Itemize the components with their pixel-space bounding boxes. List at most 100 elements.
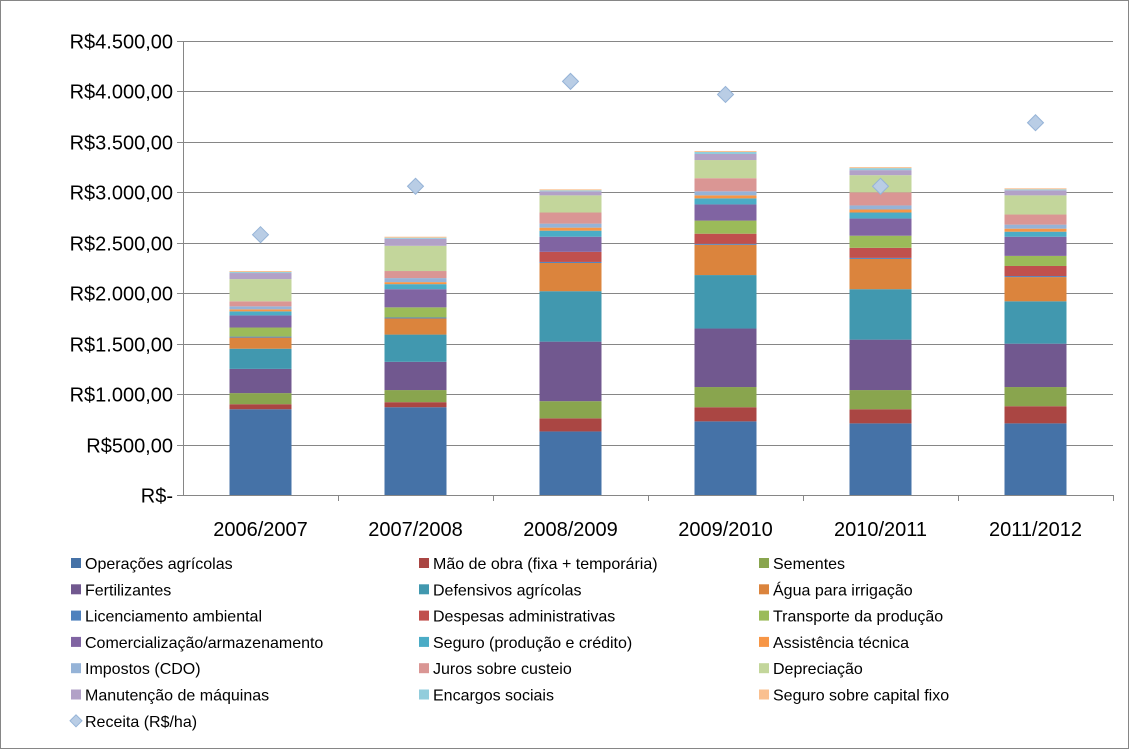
bar-segment [1004, 236, 1067, 256]
bar-segment [539, 261, 602, 263]
bar-segment [384, 390, 447, 403]
y-tick-label: R$2.500,00 [70, 234, 173, 256]
bar-segment [1004, 188, 1067, 190]
bar-segment [1004, 277, 1067, 302]
legend-swatch [419, 689, 429, 700]
bar-segment [229, 309, 292, 312]
bar-segment [229, 348, 292, 369]
receita-markers [251, 72, 1045, 244]
bar-segment [539, 236, 602, 252]
x-tick-label: 2006/2007 [213, 519, 308, 541]
bar-segment [229, 393, 292, 405]
bar-segment [539, 262, 602, 292]
legend-label: Mão de obra (fixa + temporária) [433, 556, 658, 573]
bar-segment [539, 190, 602, 192]
x-tick-label: 2010/2011 [834, 519, 927, 541]
bar-segment [384, 318, 447, 335]
legend-swatch [71, 636, 81, 647]
bar-segment [229, 327, 292, 337]
bar-segment [1004, 190, 1067, 196]
receita-marker [716, 85, 735, 104]
bar-segment [229, 404, 292, 410]
bar-segment [849, 235, 912, 248]
bar-segment [539, 227, 602, 231]
bar-segment [849, 167, 912, 169]
bar-segment [229, 336, 292, 338]
bar-segment [229, 311, 292, 316]
bar-segment [539, 223, 602, 228]
bar-segment [694, 178, 757, 192]
legend-label: Transporte da produção [773, 609, 943, 626]
bar-segment [1004, 228, 1067, 232]
legend-label: Encargos sociais [433, 688, 554, 705]
bar-segment [384, 245, 447, 272]
bar-segment [849, 192, 912, 206]
bar-segment [694, 243, 757, 245]
bar-segment [539, 195, 602, 213]
bar-segment [849, 247, 912, 258]
bar-segment [384, 278, 447, 283]
bar-segment [694, 204, 757, 221]
legend-label: Depreciação [773, 661, 863, 678]
legend-swatch [71, 584, 81, 595]
bar-segment [384, 282, 447, 285]
legend-label: Comercialização/armazenamento [85, 635, 323, 652]
legend-label: Defensivos agrícolas [433, 582, 582, 599]
bar-segment [229, 279, 292, 302]
bar-segment [694, 150, 757, 152]
receita-marker [561, 72, 580, 91]
y-tick-label: R$1.500,00 [70, 335, 173, 357]
bar-segment [694, 328, 757, 388]
legend-label: Seguro (produção e crédito) [433, 635, 632, 652]
receita-marker [251, 225, 270, 244]
legend-swatch [419, 584, 429, 595]
bar-segment [229, 315, 292, 328]
bar-segment [384, 289, 447, 308]
bar-segment [1004, 231, 1067, 237]
bar-segment [849, 423, 912, 495]
bar-segment [384, 317, 447, 319]
legend-label: Despesas administrativas [433, 609, 615, 626]
bar-segment [1004, 343, 1067, 388]
bar-segment [694, 191, 757, 196]
legend-label: Assistência técnica [773, 635, 909, 652]
legend-swatch [759, 636, 769, 647]
legend-label: Seguro sobre capital fixo [773, 688, 949, 705]
legend-swatch [419, 610, 429, 621]
y-tick-label: R$- [141, 486, 173, 508]
y-tick-label: R$3.000,00 [70, 183, 173, 205]
bar-segment [849, 168, 912, 171]
bar-segment [384, 271, 447, 279]
bar-segment [384, 284, 447, 290]
bar-segment [849, 205, 912, 210]
bar-segment [229, 272, 292, 274]
bar-segment [229, 409, 292, 495]
legend-label: Juros sobre custeio [433, 661, 572, 678]
bar-segment [694, 160, 757, 179]
bar-segment [384, 238, 447, 246]
bar-segment [694, 220, 757, 234]
legend-swatch [71, 610, 81, 621]
y-tick-label: R$4.500,00 [70, 32, 173, 54]
legend-swatch [759, 610, 769, 621]
bar-segment [539, 212, 602, 224]
bar-segment [229, 273, 292, 280]
bar-segment [384, 236, 447, 238]
bar-segment [1004, 265, 1067, 277]
bar-segment [384, 407, 447, 495]
legend-swatch [71, 663, 81, 674]
bar-segment [1004, 214, 1067, 225]
legend-label: Licenciamento ambiental [85, 609, 262, 626]
x-tick-label: 2011/2012 [989, 519, 1082, 541]
y-tick-label: R$1.000,00 [70, 385, 173, 407]
bar-segment [694, 387, 757, 408]
bar-segment [1004, 189, 1067, 191]
bar-segment [539, 291, 602, 342]
bar-segment [849, 258, 912, 290]
bar-segment [849, 218, 912, 236]
bar-segment [539, 401, 602, 419]
bar-segment [849, 409, 912, 424]
bar-segment [1004, 387, 1067, 407]
x-tick-label: 2009/2010 [678, 519, 773, 541]
legend-label: Impostos (CDO) [85, 661, 201, 678]
